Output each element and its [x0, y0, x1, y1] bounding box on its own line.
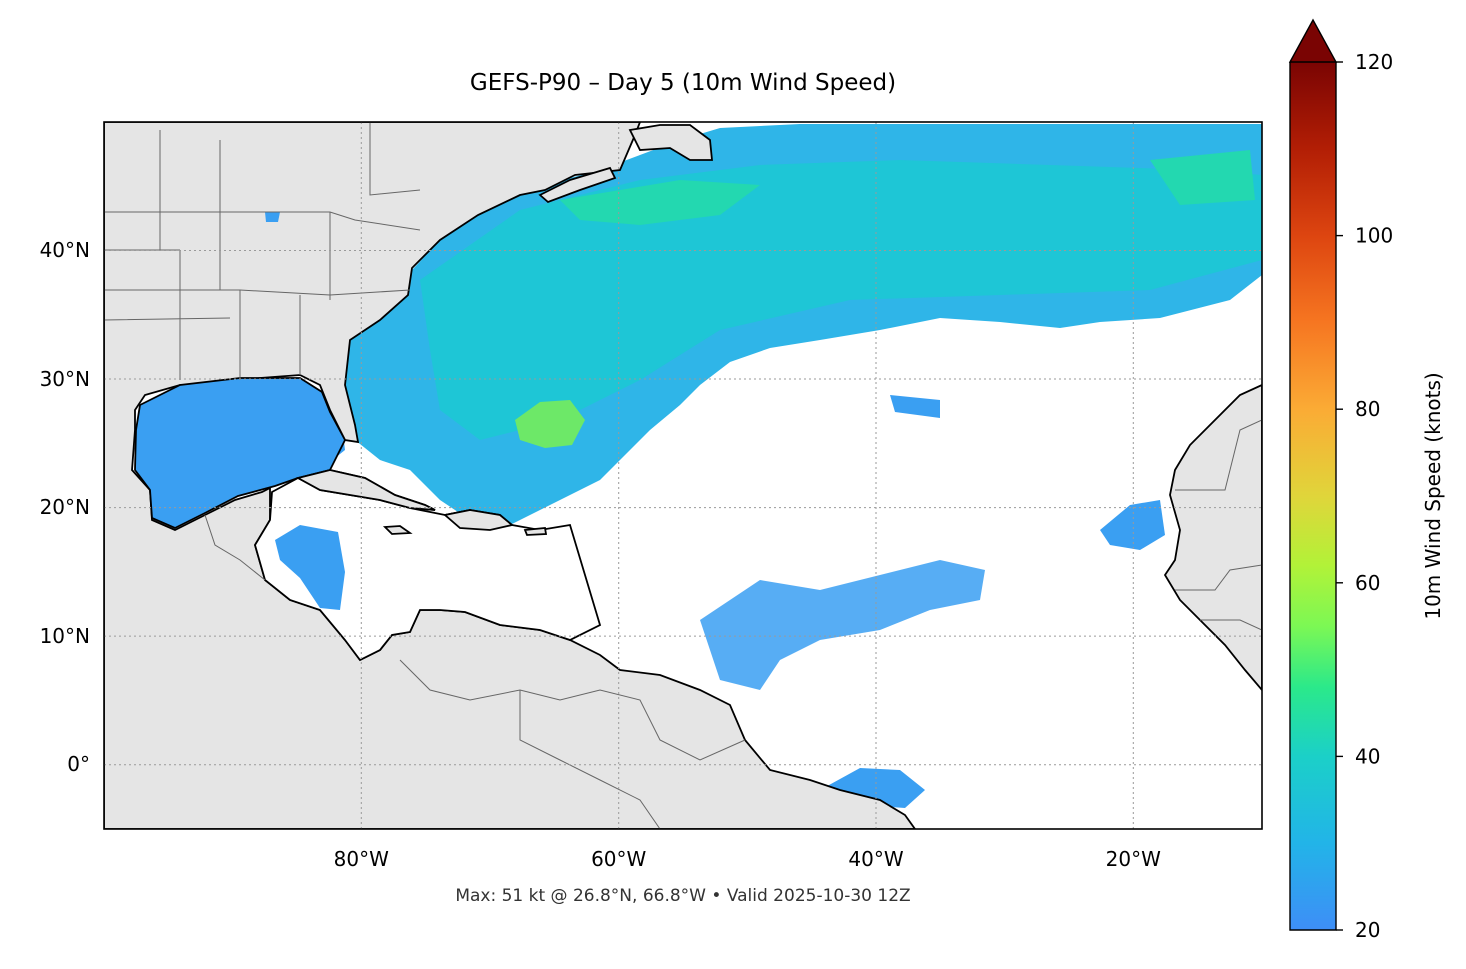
- colorbar-tick-label: 40: [1355, 744, 1380, 768]
- political-borders: [104, 122, 1262, 829]
- colorbar-tick-label: 80: [1355, 397, 1380, 421]
- colorbar-tick-label: 60: [1355, 571, 1380, 595]
- wind-field-trades: [700, 560, 985, 690]
- lat-tick-labels: 0° 10°N 20°N 30°N 40°N: [40, 238, 90, 776]
- land-cuba-top: [295, 469, 436, 511]
- map-frame: [103, 121, 1263, 830]
- wind-field-cape-verde: [1100, 500, 1165, 550]
- land-puerto-rico: [523, 527, 548, 536]
- caribbean-wind-patch: [275, 525, 345, 610]
- lon-tick-label: 40°W: [848, 847, 903, 871]
- colorbar-ticks: 20 40 60 80 100 120: [1336, 50, 1393, 942]
- land-nova-scotia: [538, 166, 617, 204]
- land-north-america: [104, 122, 917, 829]
- wind-field-band-3: [1150, 150, 1255, 205]
- land-jamaica: [382, 525, 413, 535]
- gridlines: [104, 122, 1262, 829]
- islands: [295, 469, 548, 536]
- colorbar-gradient: [1290, 62, 1336, 930]
- lon-tick-label: 20°W: [1106, 847, 1161, 871]
- colorbar-tick-label: 20: [1355, 918, 1380, 942]
- lat-tick-label: 0°: [67, 752, 90, 776]
- wind-field-band-2: [560, 180, 760, 225]
- lon-tick-label: 80°W: [334, 847, 389, 871]
- lon-tick-labels: 80°W 60°W 40°W 20°W: [334, 847, 1161, 871]
- lat-tick-label: 40°N: [40, 238, 90, 262]
- colorbar-label: 10m Wind Speed (knots): [1421, 372, 1445, 619]
- map-title: GEFS-P90 – Day 5 (10m Wind Speed): [469, 70, 897, 96]
- land-hispaniola-top: [443, 509, 514, 531]
- lat-tick-label: 10°N: [40, 624, 90, 648]
- water-bodies: [134, 212, 602, 662]
- map-content: [104, 122, 1262, 829]
- colorbar-tick-label: 120: [1355, 50, 1393, 74]
- colorbar-tick-label: 100: [1355, 224, 1393, 248]
- great-lakes-hint: [265, 212, 280, 222]
- colorbar-extend-arrow: [1288, 18, 1338, 63]
- wind-field-mid-patch: [890, 395, 940, 418]
- lat-tick-label: 30°N: [40, 367, 90, 391]
- colorbar: 20 40 60 80 100 120 10m Wind Speed (knots): [1288, 18, 1445, 942]
- map-subtitle: Max: 51 kt @ 26.8°N, 66.8°W • Valid 2025…: [455, 886, 911, 906]
- map-axes: 80°W 60°W 40°W 20°W 0° 10°N 20°N 30°N 40…: [40, 121, 1263, 871]
- wind-field-max-core: [515, 400, 585, 448]
- lat-tick-label: 20°N: [40, 495, 90, 519]
- lon-tick-label: 60°W: [591, 847, 646, 871]
- land-newfoundland: [628, 124, 713, 161]
- wind-field-band-1: [420, 160, 1262, 440]
- land-africa: [1163, 384, 1262, 692]
- gulf-of-mexico: [134, 377, 347, 529]
- colorbar-frame: [1289, 62, 1337, 931]
